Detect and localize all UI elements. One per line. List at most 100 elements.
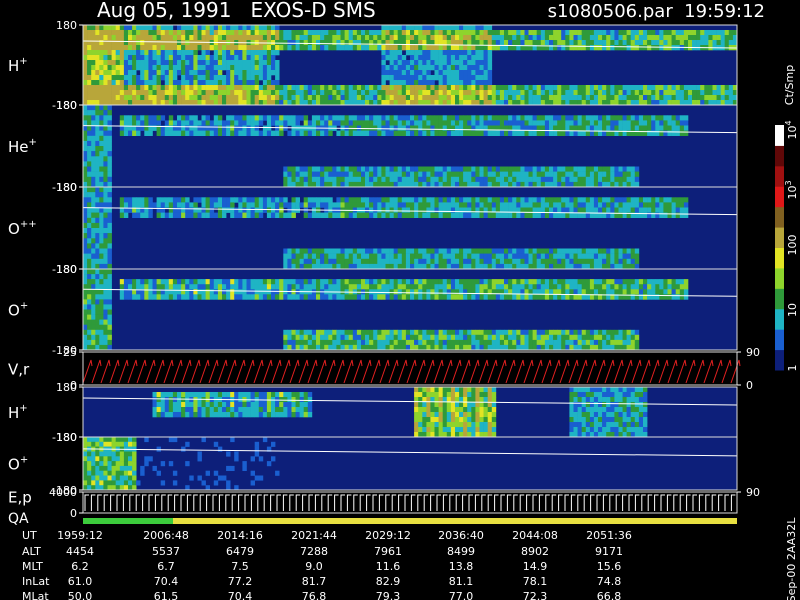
spectrogram-cell [495, 90, 501, 96]
panel-label-sup: + [29, 137, 37, 148]
spectrogram-cell [536, 120, 542, 126]
spectrogram-cell [426, 70, 431, 76]
spectrogram-cell [589, 279, 595, 285]
spectrogram-cell [213, 100, 219, 106]
spectrogram-cell [426, 329, 431, 336]
spectrogram-cell [132, 75, 137, 81]
spectrogram-cell [181, 65, 186, 71]
spectrogram-cell [414, 85, 419, 91]
spectrogram-cell [565, 171, 570, 177]
spectrogram-cell [287, 334, 292, 341]
spectrogram-cell [557, 90, 562, 96]
spectrogram-cell [83, 284, 88, 290]
spectrogram-cell [250, 289, 255, 295]
spectrogram-cell [201, 412, 206, 418]
spectrogram-cell [291, 95, 296, 101]
spectrogram-cell [213, 60, 219, 66]
spectrogram-cell [553, 248, 558, 254]
spectrogram-cell [516, 207, 521, 213]
spectrogram-cell [647, 30, 652, 36]
spectrogram-cell [446, 212, 452, 218]
spectrogram-cell [177, 35, 182, 41]
spectrogram-cell [311, 166, 317, 172]
spectrogram-cell [467, 329, 472, 336]
spectrogram-cell [549, 90, 554, 96]
spectrogram-cell [405, 176, 411, 183]
trace-line [82, 125, 738, 134]
spectrogram-cell [340, 90, 345, 96]
spectrogram-cell [128, 70, 133, 76]
spectrogram-cell [132, 45, 137, 51]
spectrogram-cell [381, 294, 386, 300]
spectrogram-cell [369, 181, 374, 188]
spectrogram-cell [471, 212, 476, 218]
spectrogram-cell [581, 284, 587, 290]
spectrogram-cell [205, 70, 210, 76]
spectrogram-cell [217, 125, 223, 131]
spectrogram-cell [344, 339, 349, 346]
spectrogram-cell [123, 125, 129, 131]
spectrogram-cell [630, 120, 636, 126]
spectrogram-cell [446, 115, 452, 121]
spectrogram-cell [213, 80, 219, 86]
spectrogram-cell [344, 212, 349, 218]
spectrogram-cell [107, 217, 112, 224]
spectrogram-cell [479, 289, 484, 295]
spectrogram-cell [226, 85, 231, 91]
spectrogram-cell [442, 279, 448, 285]
spectrogram-cell [320, 212, 325, 218]
spectrogram-cell [234, 284, 239, 290]
spectrogram-cell [128, 125, 133, 131]
spectrogram-cell [283, 263, 288, 270]
spectrogram-cell [381, 55, 386, 61]
spectrogram-cell [475, 75, 480, 81]
spectrogram-cell [332, 181, 337, 188]
spectrogram-cell [516, 130, 521, 136]
spectrogram-cell [671, 294, 676, 300]
spectrogram-cell [528, 207, 533, 213]
spectrogram-cell [275, 279, 280, 285]
spectrogram-cell [168, 125, 174, 131]
y2-tick-label: 90 [746, 346, 760, 359]
spectrogram-cell [365, 30, 370, 36]
spectrogram-cell [115, 70, 121, 76]
spectrogram-cell [299, 130, 304, 136]
spectrogram-cell [467, 284, 472, 290]
spectrogram-cell [593, 329, 599, 336]
spectrogram-cell [275, 50, 280, 56]
spectrogram-cell [99, 70, 104, 76]
spectrogram-cell [140, 70, 145, 76]
spectrogram-cell [422, 25, 427, 31]
spectrogram-cell [528, 197, 533, 203]
spectrogram-cell [373, 85, 378, 91]
spectrogram-cell [499, 289, 505, 295]
spectrogram-cell [156, 90, 161, 96]
spectrogram-cell [254, 207, 260, 213]
spectrogram-cell [446, 40, 452, 46]
spectrogram-cell [140, 90, 145, 96]
spectrogram-cell [103, 279, 108, 285]
spectrogram-cell [185, 80, 190, 86]
spectrogram-cell [614, 166, 619, 172]
spectrogram-cell [540, 263, 546, 270]
spectrogram-cell [242, 95, 247, 101]
spectrogram-cell [577, 339, 582, 346]
spectrogram-cell [152, 115, 157, 121]
spectrogram-cell [103, 319, 108, 325]
spectrogram-cell [91, 50, 96, 56]
spectrogram-cell [442, 65, 448, 71]
spectrogram-cell [467, 85, 472, 91]
spectrogram-cell [430, 55, 435, 61]
spectrogram-cell [426, 120, 431, 126]
spectrogram-cell [250, 65, 255, 71]
spectrogram-cell [434, 334, 439, 341]
spectrogram-cell [95, 228, 100, 234]
spectrogram-cell [193, 95, 198, 101]
spectrogram-cell [487, 45, 493, 51]
spectrogram-cell [385, 95, 390, 101]
spectrogram-cell [307, 90, 313, 96]
spectrogram-cell [389, 197, 394, 203]
panel-background [83, 352, 737, 385]
spectrogram-cell [361, 85, 366, 91]
spectrogram-cell [585, 176, 591, 183]
